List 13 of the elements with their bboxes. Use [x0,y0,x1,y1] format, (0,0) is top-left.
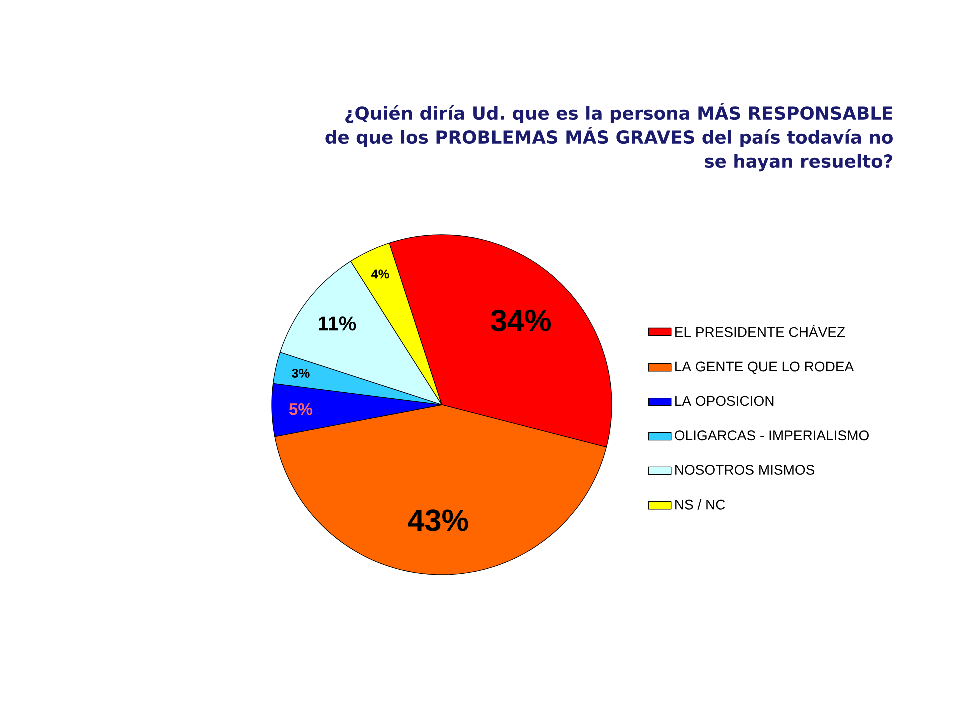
legend-label: LA OPOSICION [676,396,774,406]
legend-label: OLIGARCAS - IMPERIALISMO [675,430,869,441]
legend-label: NOSOTROS MISMOS [676,465,815,476]
data-label: 34% [491,310,552,332]
data-label: 43% [408,510,468,532]
chart-title: ¿Quién diría Ud. que es la persona MÁS RESPONSABLE de que los PROBLEMAS MÁS GRAVES del país todavía no se hayan resuelto? [326,103,893,172]
data-label: 4% [372,270,390,279]
data-label: 3% [292,368,310,378]
data-label: 11% [319,316,356,331]
legend-label: LA GENTE QUE LO RODEA [676,362,854,374]
legend-label: NS / NC [676,500,726,510]
legend-label: EL PRESIDENTE CHÁVEZ [676,324,846,338]
data-label: 5% [289,404,313,416]
